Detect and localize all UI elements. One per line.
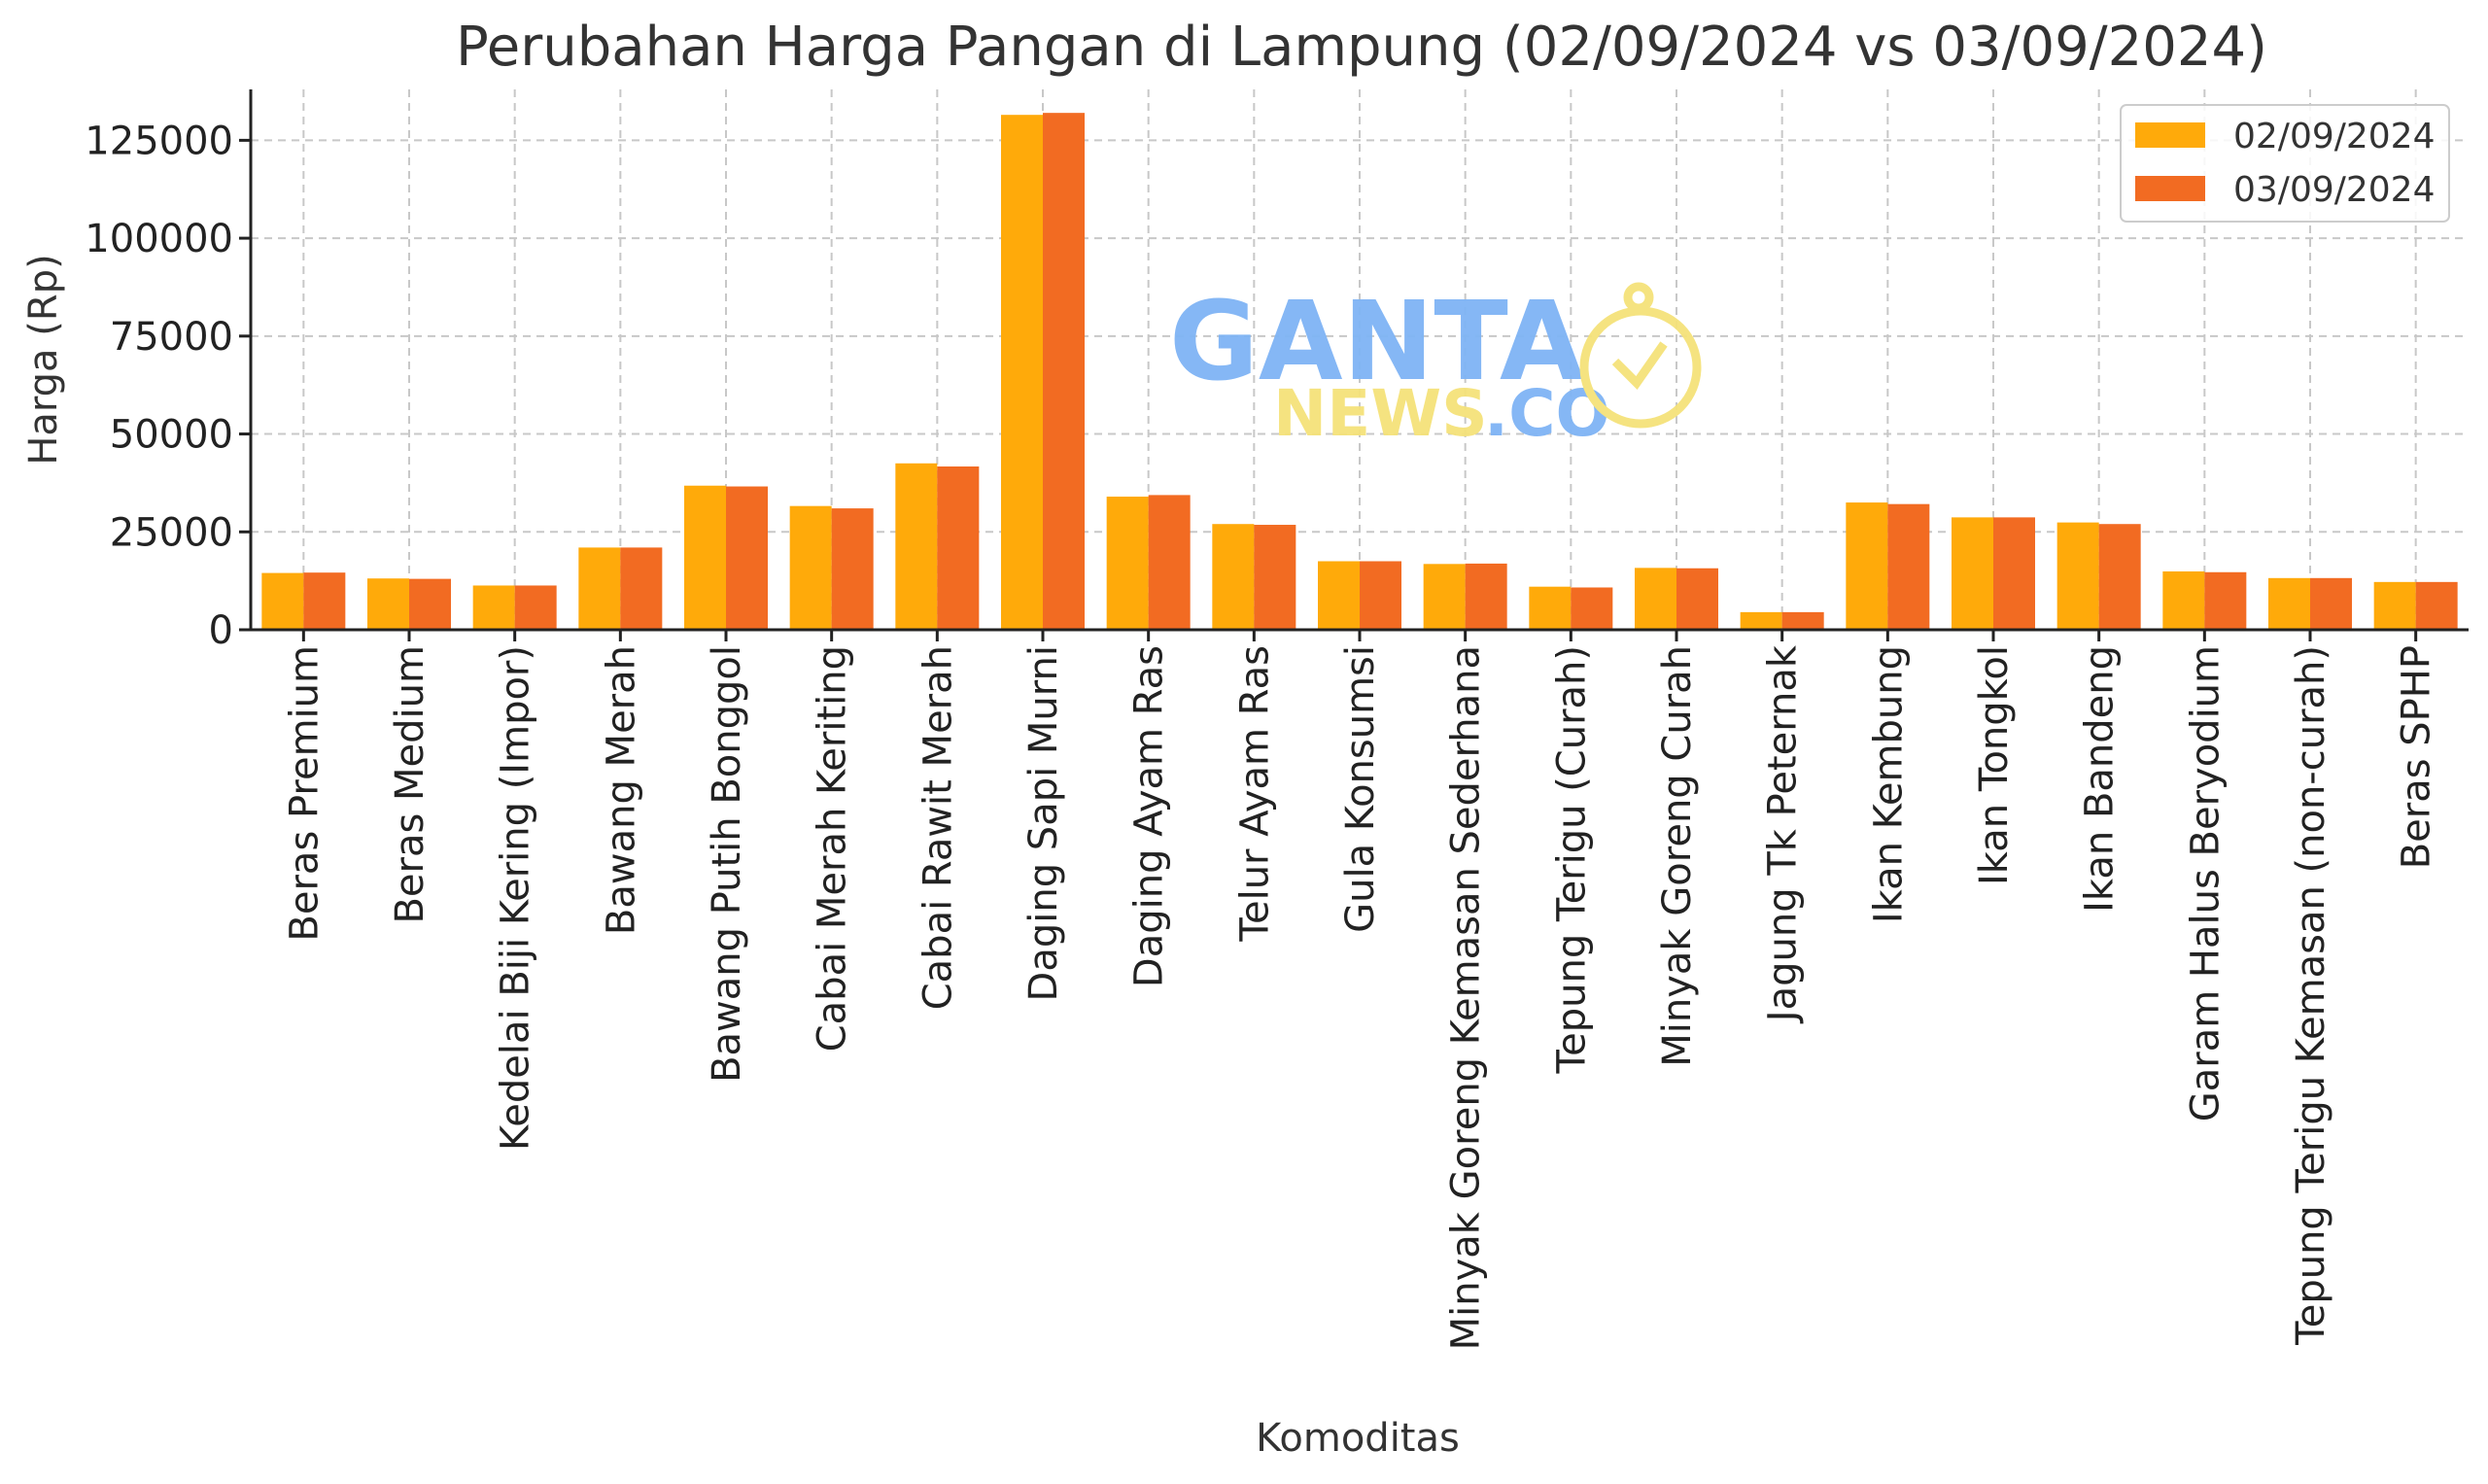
x-tick-label: Tepung Terigu (Curah) <box>1549 645 1594 1075</box>
y-tick-label: 75000 <box>110 315 233 360</box>
bar-series-2-17 <box>2098 524 2141 630</box>
x-tick-label: Garam Halus Beryodium <box>2183 645 2228 1122</box>
y-tick-label: 25000 <box>110 510 233 555</box>
bar-series-1-9 <box>1212 524 1255 630</box>
bar-series-2-15 <box>1887 503 1930 630</box>
stopwatch-icon <box>1579 282 1702 429</box>
bar-series-2-14 <box>1781 611 1824 630</box>
bar-series-1-12 <box>1529 586 1572 630</box>
x-tick-label: Kedelai Biji Kering (Impor) <box>494 645 538 1151</box>
x-tick-label: Cabai Merah Keriting <box>811 645 855 1052</box>
bar-series-2-11 <box>1465 563 1507 630</box>
bar-series-1-18 <box>2162 570 2205 630</box>
bars <box>261 113 2458 631</box>
bar-series-2-3 <box>620 547 663 630</box>
x-tick-label: Minyak Goreng Kemasan Sederhana <box>1444 645 1489 1350</box>
x-tick-label: Cabai Rawit Merah <box>916 645 960 1010</box>
x-tick-label: Minyak Goreng Curah <box>1655 645 1700 1067</box>
legend: 02/09/2024 03/09/2024 <box>2120 104 2450 223</box>
y-tick-label: 50000 <box>110 413 233 458</box>
bar-series-2-8 <box>1148 495 1191 630</box>
bar-series-1-7 <box>1001 115 1043 630</box>
legend-swatch-series-2 <box>2135 176 2205 201</box>
x-tick-label: Beras Premium <box>282 645 327 942</box>
bar-series-2-9 <box>1254 525 1296 630</box>
bar-series-1-13 <box>1635 568 1676 630</box>
x-tick-label: Bawang Merah <box>599 645 643 935</box>
axes <box>239 89 2469 641</box>
y-tick-labels: 0 25000 50000 75000 100000 125000 <box>85 119 233 653</box>
x-tick-label: Gula Konsumsi <box>1338 645 1383 933</box>
bar-series-2-19 <box>2310 577 2352 630</box>
bar-series-1-15 <box>1846 502 1888 630</box>
bar-series-1-14 <box>1740 611 1782 630</box>
y-axis-label: Harga (Rp) <box>21 254 66 465</box>
bar-series-1-10 <box>1318 561 1360 630</box>
x-axis-label: Komoditas <box>1256 1416 1460 1461</box>
bar-series-1-5 <box>789 505 832 630</box>
bar-series-2-12 <box>1571 587 1613 630</box>
x-tick-label: Beras SPHP <box>2395 645 2439 869</box>
x-tick-label: Daging Ayam Ras <box>1127 645 1172 987</box>
bar-series-1-4 <box>684 485 726 630</box>
bar-series-1-11 <box>1423 564 1466 630</box>
legend-label-series-2: 03/09/2024 <box>2233 170 2436 210</box>
bar-series-2-16 <box>1993 517 2035 630</box>
watermark-sub-text: NEWS <box>1273 376 1488 451</box>
bar-series-1-8 <box>1106 497 1149 630</box>
bar-series-1-1 <box>367 578 409 630</box>
bar-series-2-10 <box>1360 561 1401 630</box>
watermark: GANTA NEWS .CO <box>1169 279 1702 451</box>
bar-series-2-0 <box>303 572 346 630</box>
bar-series-2-5 <box>831 508 874 630</box>
x-tick-label: Daging Sapi Murni <box>1021 645 1066 1001</box>
x-tick-label: Ikan Kembung <box>1866 645 1911 923</box>
bar-series-2-18 <box>2204 571 2247 630</box>
bar-series-2-2 <box>514 585 557 630</box>
x-tick-labels: Beras Premium Beras Medium Kedelai Biji Ke… <box>282 644 2438 1350</box>
chart-title: Perubahan Harga Pangan di Lampung (02/09… <box>456 16 2267 79</box>
x-tick-label: Ikan Bandeng <box>2078 645 2123 913</box>
bar-series-1-20 <box>2373 581 2416 630</box>
x-tick-label: Tepung Terigu Kemasan (non-curah) <box>2289 645 2333 1346</box>
bar-series-2-4 <box>726 486 768 630</box>
x-tick-label: Bawang Putih Bonggol <box>705 645 749 1083</box>
bar-series-2-13 <box>1676 568 1718 630</box>
bar-series-2-7 <box>1043 113 1085 631</box>
bar-series-1-19 <box>2268 577 2310 630</box>
bar-series-1-6 <box>895 463 938 630</box>
legend-swatch-series-1 <box>2135 122 2205 148</box>
bar-series-2-1 <box>409 578 451 630</box>
watermark-main-text: GANTA <box>1169 279 1584 405</box>
legend-label-series-1: 02/09/2024 <box>2233 117 2436 156</box>
x-tick-label: Jagung Tk Peternak <box>1761 644 1806 1024</box>
bar-series-1-16 <box>1952 517 1993 630</box>
x-tick-label: Telur Ayam Ras <box>1232 645 1277 943</box>
y-tick-label: 0 <box>209 608 233 653</box>
bar-series-1-17 <box>2056 522 2099 630</box>
x-tick-label: Beras Medium <box>388 645 432 924</box>
bar-series-1-2 <box>472 585 515 630</box>
bar-series-1-3 <box>578 547 621 630</box>
y-tick-label: 125000 <box>85 119 233 163</box>
bar-series-2-20 <box>2415 581 2458 630</box>
bar-series-1-0 <box>261 572 304 630</box>
y-tick-label: 100000 <box>85 217 233 261</box>
bar-series-2-6 <box>937 466 980 630</box>
x-tick-label: Ikan Tongkol <box>1972 645 2017 885</box>
